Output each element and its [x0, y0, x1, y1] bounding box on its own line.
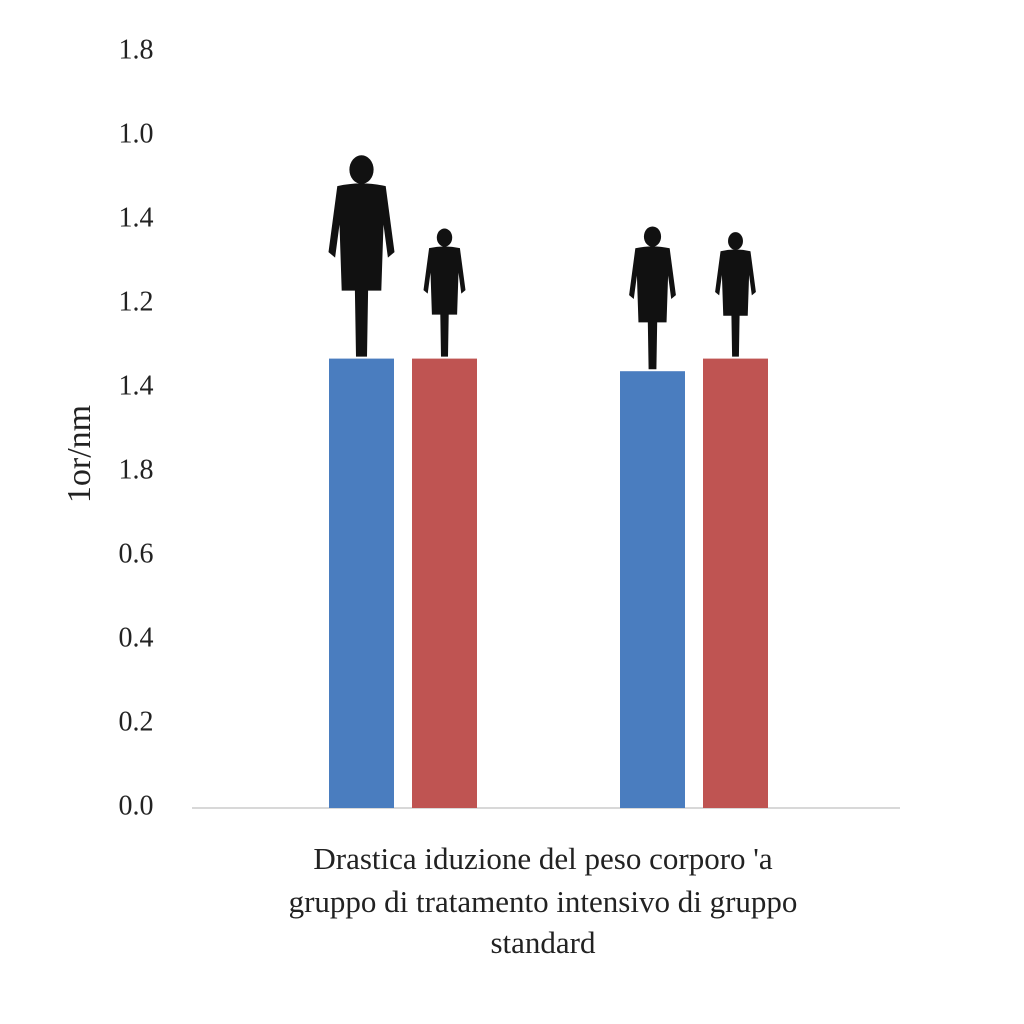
- x-axis-label: gruppo di tratamento intensivo di gruppo: [289, 884, 798, 919]
- y-axis-label: 1or/nm: [61, 405, 98, 503]
- silhouette-part: [436, 228, 453, 247]
- y-tick-label: 1.0: [119, 118, 154, 149]
- bar: [703, 358, 768, 808]
- y-tick-label: 0.0: [119, 790, 154, 821]
- bar: [412, 358, 477, 808]
- silhouette-part: [328, 183, 395, 357]
- silhouette-part: [728, 232, 743, 250]
- y-tick-label: 0.2: [119, 706, 154, 737]
- x-axis-label: Drastica iduzione del peso corporo 'a: [313, 841, 772, 876]
- person-silhouette: [715, 232, 756, 357]
- y-tick-label: 1.8: [119, 34, 154, 65]
- y-tick-label: 1.4: [119, 202, 154, 233]
- silhouette-part: [423, 246, 466, 357]
- x-axis-label: standard: [490, 925, 596, 960]
- silhouette-part: [629, 246, 676, 370]
- y-tick-label: 0.4: [119, 622, 154, 653]
- silhouette-part: [349, 155, 374, 184]
- y-tick-label: 1.4: [119, 370, 154, 401]
- person-silhouette: [423, 228, 466, 357]
- silhouette-part: [715, 249, 756, 357]
- y-tick-label: 0.6: [119, 538, 154, 569]
- person-silhouette: [629, 226, 676, 370]
- y-tick-label: 1.2: [119, 286, 154, 317]
- person-silhouette: [328, 155, 395, 357]
- y-tick-label: 1.8: [119, 454, 154, 485]
- bar: [329, 358, 394, 808]
- silhouette-part: [643, 226, 662, 247]
- bar: [620, 371, 685, 808]
